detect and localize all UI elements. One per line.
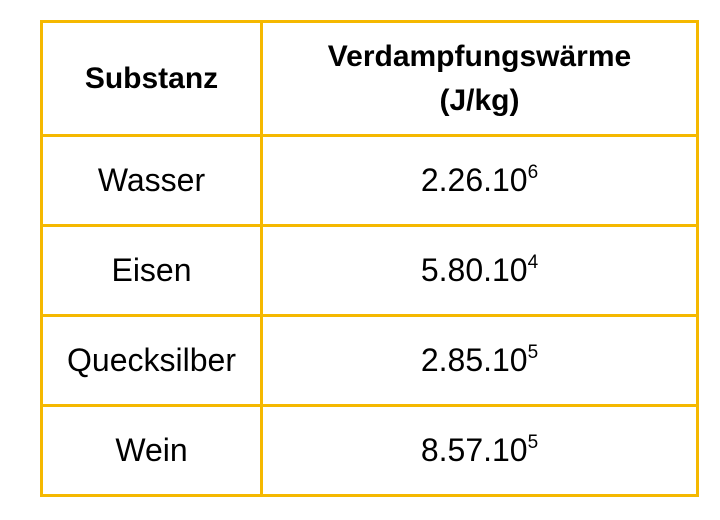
substance-cell: Quecksilber bbox=[40, 314, 263, 407]
value-mantissa: 5.80.10 bbox=[420, 252, 528, 288]
header-unit: (J/kg) bbox=[439, 83, 520, 117]
table-row: Wein 8.57.105 bbox=[40, 404, 699, 497]
value-cell: 5.80.104 bbox=[260, 224, 699, 317]
header-substance: Substanz bbox=[40, 20, 263, 137]
substance-cell: Wein bbox=[40, 404, 263, 497]
value-exponent: 5 bbox=[527, 432, 539, 453]
substance-cell: Eisen bbox=[40, 224, 263, 317]
value-exponent: 5 bbox=[527, 342, 539, 363]
table-row: Eisen 5.80.104 bbox=[40, 224, 699, 317]
substance-cell: Wasser bbox=[40, 134, 263, 227]
value-cell: 8.57.105 bbox=[260, 404, 699, 497]
heat-of-vaporization-table: Substanz Verdampfungswärme (J/kg) Wasser… bbox=[40, 20, 699, 497]
header-heat-label: Verdampfungswärme bbox=[327, 39, 632, 73]
value-cell: 2.26.106 bbox=[260, 134, 699, 227]
value-cell: 2.85.105 bbox=[260, 314, 699, 407]
table-row: Quecksilber 2.85.105 bbox=[40, 314, 699, 407]
table-header-row: Substanz Verdampfungswärme (J/kg) bbox=[40, 20, 699, 137]
value-mantissa: 8.57.10 bbox=[420, 432, 528, 468]
value-exponent: 4 bbox=[527, 252, 539, 273]
value-exponent: 6 bbox=[527, 162, 539, 183]
value-mantissa: 2.85.10 bbox=[420, 342, 528, 378]
value-mantissa: 2.26.10 bbox=[420, 162, 528, 198]
header-heat-of-vaporization: Verdampfungswärme (J/kg) bbox=[260, 20, 699, 137]
table-row: Wasser 2.26.106 bbox=[40, 134, 699, 227]
